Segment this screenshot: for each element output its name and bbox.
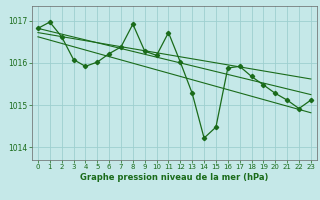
X-axis label: Graphe pression niveau de la mer (hPa): Graphe pression niveau de la mer (hPa) bbox=[80, 173, 268, 182]
